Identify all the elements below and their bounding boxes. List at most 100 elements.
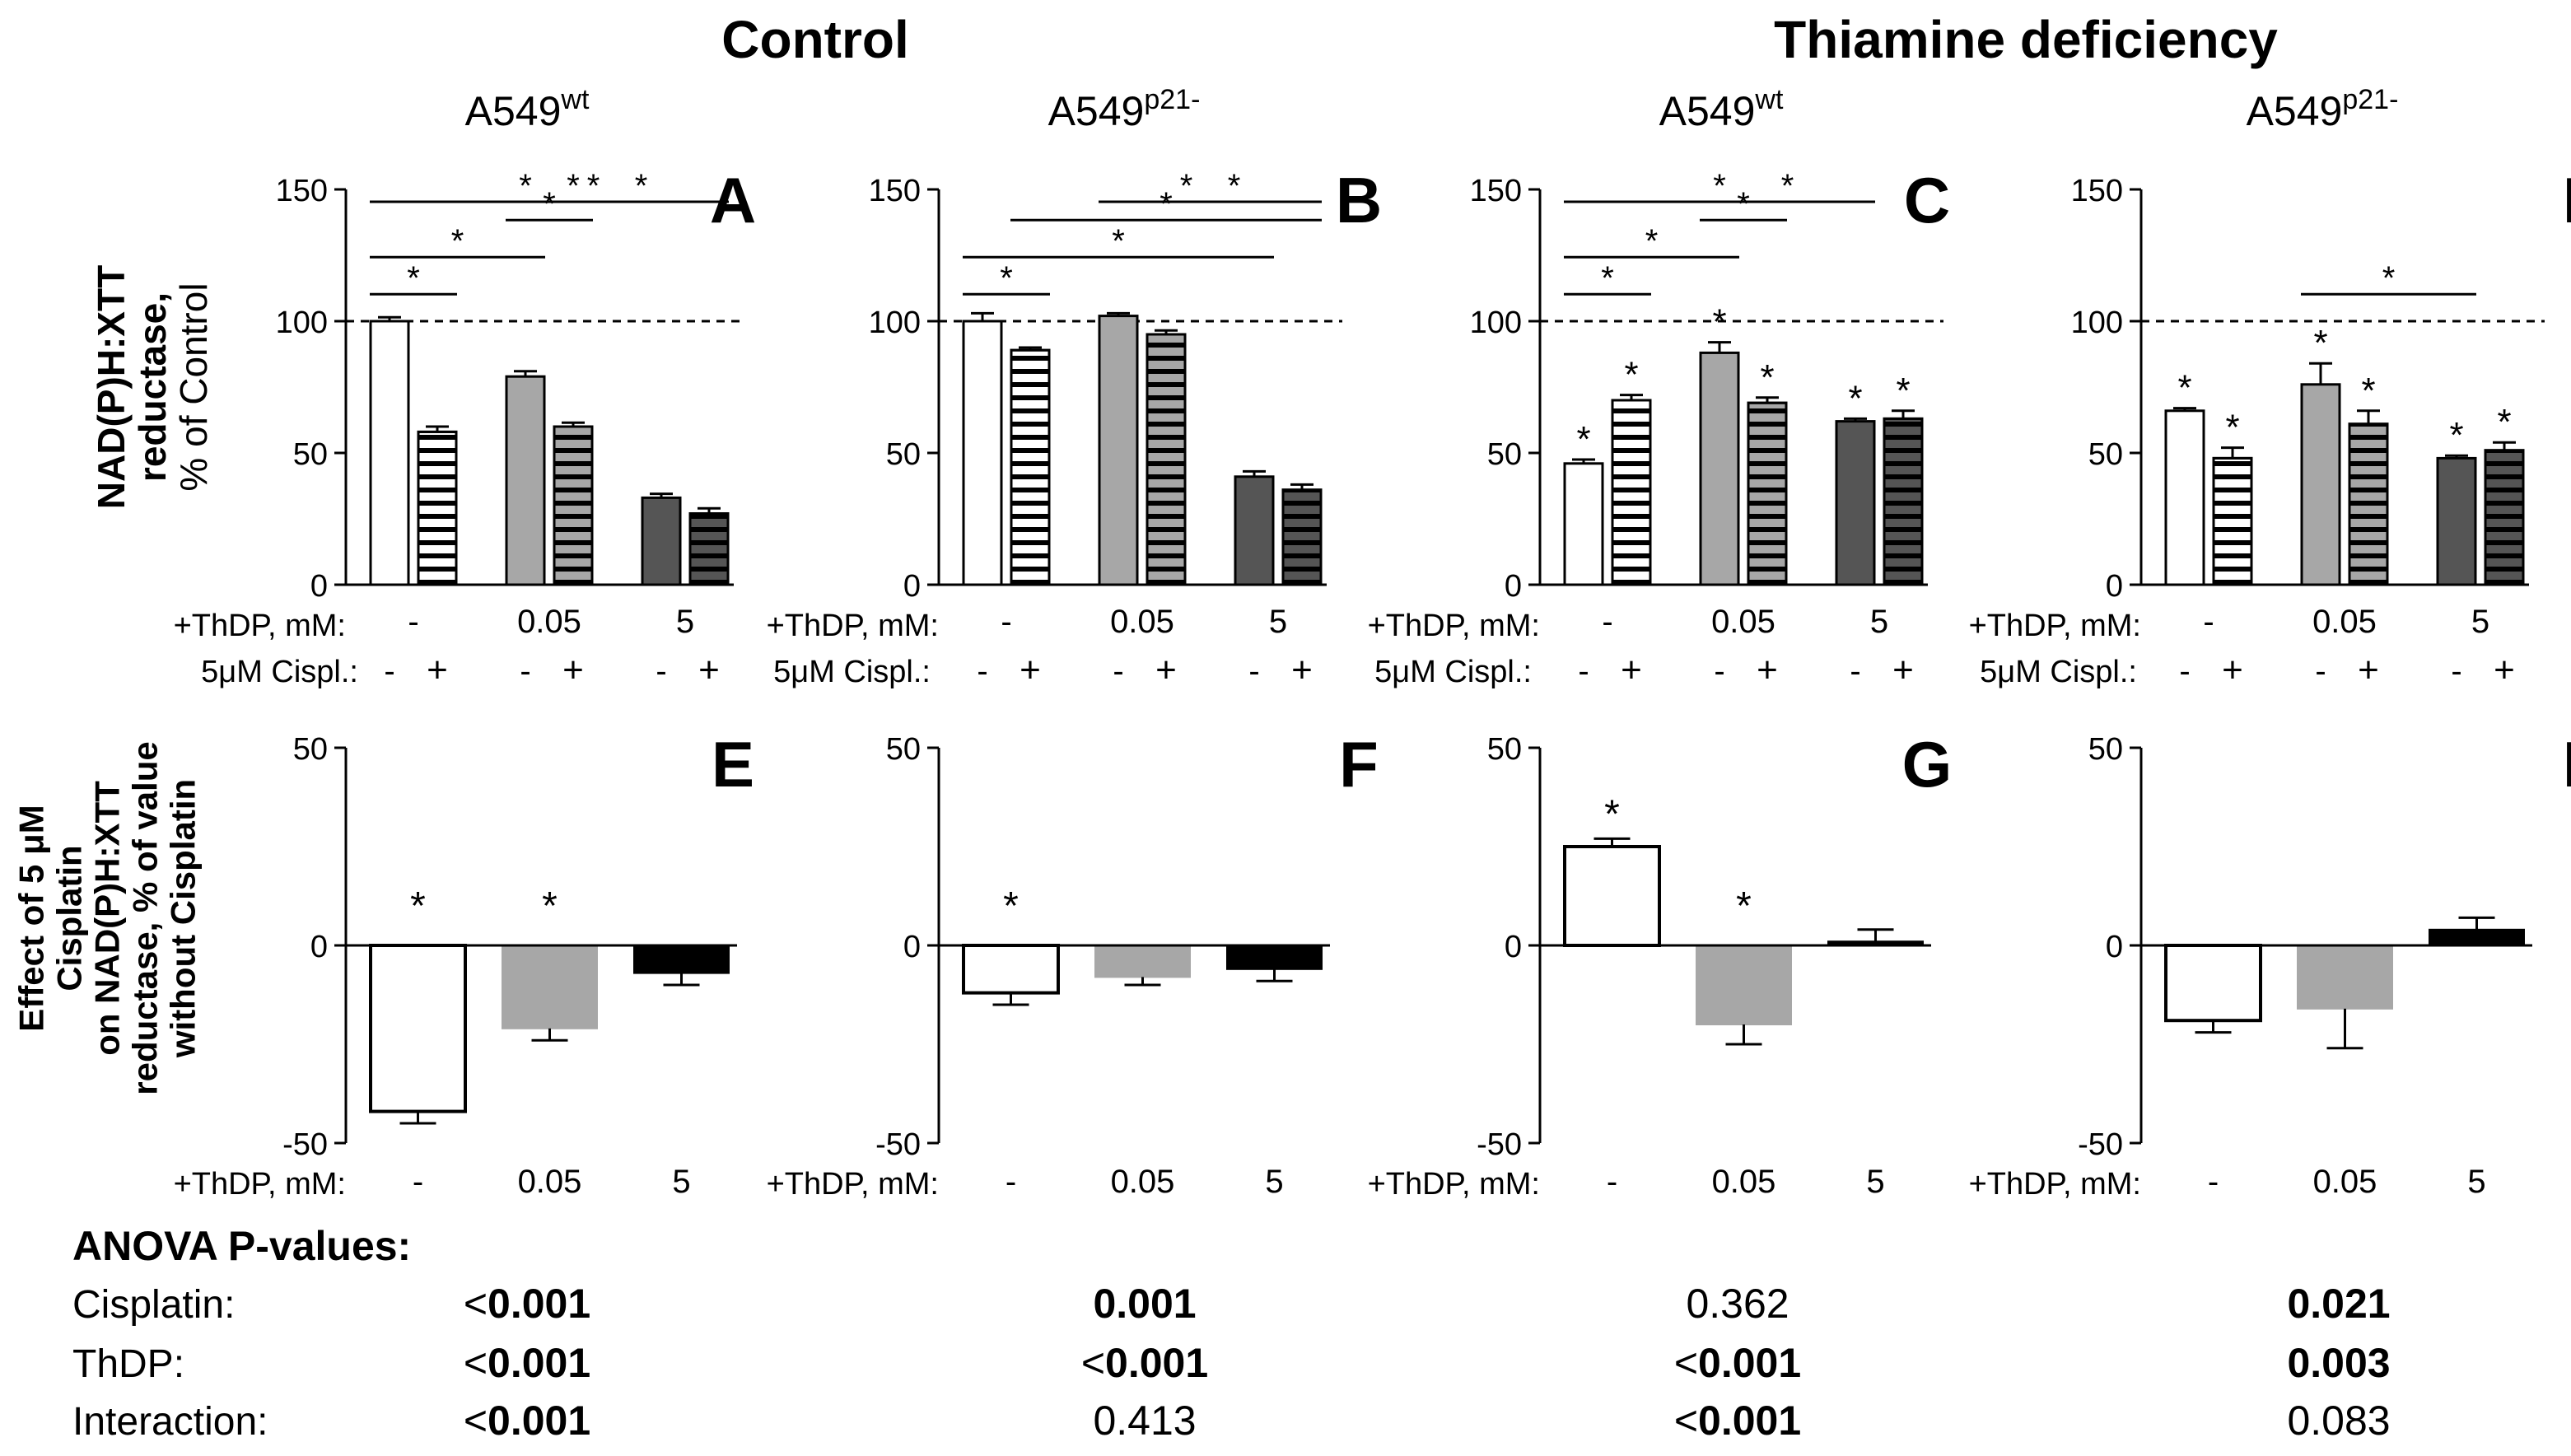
y-tick-label: 50 — [886, 732, 921, 767]
anova-p-value: 0.021 — [2287, 1281, 2390, 1327]
y-tick-label: 100 — [276, 306, 328, 340]
y-tick-label: 50 — [293, 732, 328, 767]
y-tick-label: 50 — [293, 437, 328, 472]
cisplatin-plus: + — [698, 650, 720, 690]
dose-label: - — [1607, 1164, 1617, 1200]
panel-letter: B — [1336, 164, 1382, 236]
bar — [633, 945, 730, 974]
cisplatin-plus: + — [2358, 650, 2379, 690]
anova-p-number: 0.001 — [1093, 1281, 1196, 1327]
bar-stripes — [554, 427, 592, 585]
dose-label: 5 — [672, 1164, 690, 1200]
dose-label: 0.05 — [1712, 1164, 1776, 1200]
bar — [1563, 462, 1604, 586]
bracket-star: * — [635, 168, 648, 204]
cisplatin-minus: - — [1248, 653, 1259, 689]
anova-p-value: <0.001 — [464, 1340, 590, 1386]
anova-p-value: 0.001 — [1093, 1281, 1196, 1327]
cisplatin-minus: - — [1714, 653, 1724, 689]
panel-e: -50 0 50 E * - * 0.05 5 +ThDP, mM: — [174, 728, 754, 1202]
cisplatin-minus: - — [384, 653, 394, 689]
bracket-star: * — [1180, 168, 1193, 204]
bracket-star: * — [1000, 260, 1013, 296]
y-tick-label: 0 — [903, 930, 921, 964]
anova-p-value: <0.001 — [1674, 1398, 1801, 1444]
panel-letter: D — [2563, 164, 2571, 236]
y-tick-label: 150 — [1470, 174, 1522, 208]
y-tick-label: 0 — [1505, 930, 1522, 964]
bottom-y-title-line: on NAD(P)H:XTT — [88, 781, 127, 1056]
bar — [2164, 944, 2262, 1023]
anova-p-number: 0.001 — [488, 1340, 590, 1386]
significance-star: * — [1576, 419, 1590, 460]
panel-f: -50 0 50 F * - 0.05 5 +ThDP, mM: — [767, 728, 1379, 1202]
anova-p-prefix: < — [464, 1281, 488, 1327]
cell-line-heading: A549p21- — [2247, 84, 2399, 134]
dose-label: - — [1001, 604, 1011, 640]
y-tick-label: 50 — [1487, 437, 1522, 472]
anova-p-value: 0.003 — [2287, 1340, 2390, 1386]
dose-label: 0.05 — [1110, 604, 1174, 640]
significance-star: * — [2361, 371, 2375, 411]
cell-line-name: A549 — [1048, 88, 1145, 134]
dose-label: - — [2203, 604, 2214, 640]
anova-row-label: Cisplatin: — [72, 1283, 235, 1327]
cell-line-genotype: p21- — [2342, 84, 2398, 115]
panel-letter: A — [710, 164, 756, 236]
anova-p-number: 0.083 — [2287, 1398, 2390, 1444]
significance-star: * — [1760, 357, 1774, 398]
y-tick-label: 50 — [2088, 437, 2123, 472]
bracket-star: * — [567, 168, 580, 204]
bar-stripes — [1748, 403, 1786, 585]
y-tick-label: 100 — [2071, 306, 2123, 340]
cisplatin-row-label: 5μM Cispl.: — [1374, 655, 1532, 689]
top-y-title-line: reductase, — [131, 292, 174, 482]
y-tick-label: 0 — [903, 569, 921, 604]
anova-p-prefix: < — [1674, 1398, 1698, 1444]
anova-p-number: 0.362 — [1686, 1281, 1789, 1327]
bar — [2297, 945, 2393, 1010]
thdp-row-label: +ThDP, mM: — [767, 1167, 939, 1202]
anova-p-number: 0.001 — [1698, 1398, 1801, 1444]
anova-p-value: <0.001 — [464, 1281, 590, 1327]
dose-label: 5 — [2467, 1164, 2485, 1200]
anova-p-number: 0.001 — [1698, 1340, 1801, 1386]
panel-c: 0 50 100 150 C * * * * * * * * * * * +ThDP, mM: 5μM Cispl… — [1368, 164, 1951, 690]
anova-p-value: <0.001 — [1674, 1340, 1801, 1386]
significance-star: * — [2497, 402, 2511, 442]
cell-line-genotype: wt — [560, 84, 590, 115]
significance-star: * — [2449, 415, 2463, 455]
y-tick-label: 100 — [1470, 306, 1522, 340]
panel-letter: G — [1902, 728, 1953, 800]
bracket-star: * — [451, 223, 464, 259]
dose-label: 5 — [1866, 1164, 1884, 1200]
dose-label: 0.05 — [2313, 1164, 2377, 1200]
bracket-star: * — [1645, 223, 1659, 259]
anova-p-value: 0.362 — [1686, 1281, 1789, 1327]
cisplatin-row-label: 5μM Cispl.: — [1980, 655, 2137, 689]
bar — [962, 944, 1060, 995]
bar — [2300, 383, 2341, 586]
cell-line-heading: A549wt — [1659, 84, 1784, 134]
significance-star: * — [1896, 371, 1910, 411]
bar — [1699, 351, 1740, 586]
cisplatin-plus: + — [2494, 650, 2515, 690]
anova-p-value: <0.001 — [1081, 1340, 1208, 1386]
bar — [1696, 945, 1792, 1025]
thdp-row-label: +ThDP, mM: — [1368, 609, 1540, 643]
top-y-title-line: % of Control — [172, 282, 215, 491]
cisplatin-row-label: 5μM Cispl.: — [201, 655, 358, 689]
dose-label: - — [2208, 1164, 2219, 1200]
y-tick-label: -50 — [282, 1127, 328, 1162]
y-tick-label: 150 — [2071, 174, 2123, 208]
bar — [1563, 845, 1661, 947]
y-tick-label: 50 — [1487, 732, 1522, 767]
y-tick-label: 150 — [869, 174, 921, 208]
significance-star: * — [2313, 323, 2327, 363]
bracket-star: * — [1160, 186, 1173, 222]
significance-star: * — [1003, 884, 1019, 928]
thdp-row-label: +ThDP, mM: — [174, 609, 346, 643]
